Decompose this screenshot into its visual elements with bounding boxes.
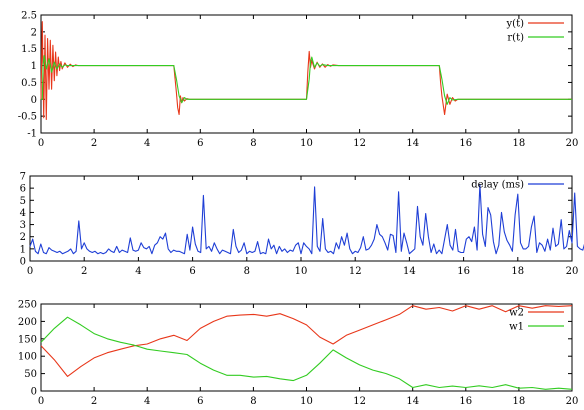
x-tick-label: 2 <box>91 396 97 407</box>
y-tick-label: 0 <box>31 95 37 106</box>
plot-frame <box>40 303 573 392</box>
x-tick-label: 0 <box>27 266 33 277</box>
x-tick-label: 6 <box>197 138 203 149</box>
x-tick-label: 20 <box>566 396 579 407</box>
x-tick-label: 20 <box>566 266 579 277</box>
y-tick-label: 150 <box>18 334 37 345</box>
series-line-y-t- <box>40 21 572 121</box>
x-tick-label: 4 <box>135 266 141 277</box>
x-tick-label: 8 <box>250 138 256 149</box>
x-tick-label: 14 <box>406 138 419 149</box>
y-tick-label: 4 <box>20 208 26 219</box>
x-tick-label: 10 <box>300 396 313 407</box>
x-tick-label: 14 <box>406 396 419 407</box>
series-line-delay-ms- <box>29 183 584 255</box>
x-tick-label: 16 <box>457 266 470 277</box>
y-tick-label: 100 <box>18 352 37 363</box>
y-tick-label: -0.5 <box>18 112 37 123</box>
y-tick-label: 6 <box>20 184 26 195</box>
x-tick-label: 12 <box>349 266 362 277</box>
y-tick-label: 5 <box>20 196 26 207</box>
plot-frame <box>40 14 573 134</box>
x-tick-label: 2 <box>91 138 97 149</box>
x-tick-label: 18 <box>513 138 526 149</box>
legend-label: y(t) <box>506 19 525 30</box>
series-line-r-t- <box>41 54 572 105</box>
x-tick-label: 8 <box>250 396 256 407</box>
y-tick-label: 1.5 <box>21 44 37 55</box>
x-tick-label: 6 <box>189 266 195 277</box>
x-tick-label: 0 <box>38 396 44 407</box>
x-tick-label: 14 <box>403 266 416 277</box>
y-tick-label: 250 <box>18 300 37 311</box>
y-tick-label: 3 <box>20 220 26 231</box>
y-tick-label: 0 <box>31 387 37 398</box>
legend-label: w1 <box>509 322 524 333</box>
y-tick-label: -1 <box>27 129 37 140</box>
y-tick-label: 0 <box>20 257 26 268</box>
x-tick-label: 8 <box>244 266 250 277</box>
y-tick-label: 7 <box>20 172 26 183</box>
y-tick-label: 2 <box>31 27 37 38</box>
x-tick-label: 0 <box>38 138 44 149</box>
legend-label: r(t) <box>507 33 524 44</box>
y-tick-label: 1 <box>20 244 26 255</box>
x-tick-label: 12 <box>353 138 366 149</box>
x-tick-label: 6 <box>197 396 203 407</box>
x-tick-label: 16 <box>459 396 472 407</box>
series-line-w1 <box>40 316 573 390</box>
y-tick-label: 2 <box>20 232 26 243</box>
y-tick-label: 0.5 <box>21 78 37 89</box>
x-tick-label: 16 <box>459 138 472 149</box>
y-tick-label: 2.5 <box>21 11 37 22</box>
x-tick-label: 4 <box>144 396 150 407</box>
x-tick-label: 10 <box>295 266 308 277</box>
legend-label: delay (ms) <box>471 180 524 191</box>
legend-label: w2 <box>509 308 524 319</box>
x-tick-label: 18 <box>511 266 524 277</box>
x-tick-label: 18 <box>513 396 526 407</box>
x-tick-label: 10 <box>300 138 313 149</box>
x-tick-label: 20 <box>566 138 579 149</box>
x-tick-label: 4 <box>144 138 150 149</box>
x-tick-label: 12 <box>353 396 366 407</box>
chart-1: 0 2 4 6 8 10 12 14 16 18 20 -1 -0.5 0 0.5 1 1.5 2 2.5 y(t) r… <box>18 11 579 150</box>
x-tick-label: 2 <box>81 266 87 277</box>
y-tick-label: 200 <box>18 317 37 328</box>
y-tick-label: 1 <box>31 61 37 72</box>
series-line-w2 <box>40 305 573 377</box>
y-tick-label: 50 <box>24 369 37 380</box>
